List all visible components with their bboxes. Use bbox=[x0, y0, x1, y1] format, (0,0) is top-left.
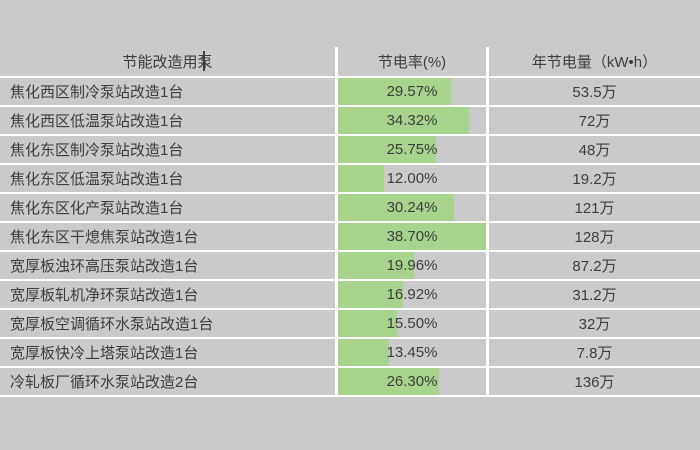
table-row: 焦化西区低温泵站改造1台 34.32% 72万 bbox=[0, 107, 700, 134]
rate-data-bar bbox=[338, 368, 439, 395]
text-cursor bbox=[203, 51, 205, 71]
data-table: 节能改造用泵 节电率(%) 年节电量（kW•h） 焦化西区制冷泵站改造1台 29… bbox=[0, 47, 700, 397]
rate-cell[interactable]: 19.96% bbox=[338, 252, 486, 279]
rate-value: 26.30% bbox=[386, 373, 438, 390]
rate-data-bar bbox=[338, 107, 470, 134]
rate-cell[interactable]: 34.32% bbox=[338, 107, 486, 134]
pump-name-cell[interactable]: 焦化西区制冷泵站改造1台 bbox=[0, 78, 335, 105]
rate-value: 15.50% bbox=[386, 315, 438, 332]
rate-value: 29.57% bbox=[386, 83, 438, 100]
table-row: 焦化东区干熄焦泵站改造1台 38.70% 128万 bbox=[0, 223, 700, 250]
pump-name-cell[interactable]: 焦化东区化产泵站改造1台 bbox=[0, 194, 335, 221]
table-row: 焦化东区制冷泵站改造1台 25.75% 48万 bbox=[0, 136, 700, 163]
column-header-pump[interactable]: 节能改造用泵 bbox=[0, 47, 335, 76]
rate-cell[interactable]: 38.70% bbox=[338, 223, 486, 250]
annual-cell[interactable]: 121万 bbox=[489, 194, 700, 221]
pump-name-cell[interactable]: 宽厚板浊环高压泵站改造1台 bbox=[0, 252, 335, 279]
annual-cell[interactable]: 7.8万 bbox=[489, 339, 700, 366]
rate-data-bar bbox=[338, 165, 384, 192]
annual-cell[interactable]: 19.2万 bbox=[489, 165, 700, 192]
table-row: 宽厚板轧机净环泵站改造1台 16.92% 31.2万 bbox=[0, 281, 700, 308]
rate-cell[interactable]: 26.30% bbox=[338, 368, 486, 395]
table-row: 冷轧板厂循环水泵站改造2台 26.30% 136万 bbox=[0, 368, 700, 395]
pump-name-cell[interactable]: 焦化东区低温泵站改造1台 bbox=[0, 165, 335, 192]
table-row: 焦化西区制冷泵站改造1台 29.57% 53.5万 bbox=[0, 78, 700, 105]
rate-data-bar bbox=[338, 252, 415, 279]
table-row: 焦化东区化产泵站改造1台 30.24% 121万 bbox=[0, 194, 700, 221]
rate-data-bar bbox=[338, 281, 403, 308]
rate-cell[interactable]: 29.57% bbox=[338, 78, 486, 105]
rate-data-bar bbox=[338, 223, 486, 250]
pump-name-cell[interactable]: 宽厚板轧机净环泵站改造1台 bbox=[0, 281, 335, 308]
pump-name-cell[interactable]: 焦化西区低温泵站改造1台 bbox=[0, 107, 335, 134]
rate-value: 19.96% bbox=[386, 257, 438, 274]
table-header-row: 节能改造用泵 节电率(%) 年节电量（kW•h） bbox=[0, 47, 700, 76]
annual-cell[interactable]: 53.5万 bbox=[489, 78, 700, 105]
rate-value: 25.75% bbox=[386, 141, 438, 158]
pump-name-cell[interactable]: 宽厚板快冷上塔泵站改造1台 bbox=[0, 339, 335, 366]
annual-cell[interactable]: 87.2万 bbox=[489, 252, 700, 279]
annual-cell[interactable]: 32万 bbox=[489, 310, 700, 337]
rate-data-bar bbox=[338, 136, 437, 163]
rate-cell[interactable]: 30.24% bbox=[338, 194, 486, 221]
annual-cell[interactable]: 48万 bbox=[489, 136, 700, 163]
rate-cell[interactable]: 12.00% bbox=[338, 165, 486, 192]
table-row: 宽厚板空调循环水泵站改造1台 15.50% 32万 bbox=[0, 310, 700, 337]
table-row: 宽厚板浊环高压泵站改造1台 19.96% 87.2万 bbox=[0, 252, 700, 279]
annual-cell[interactable]: 31.2万 bbox=[489, 281, 700, 308]
annual-cell[interactable]: 136万 bbox=[489, 368, 700, 395]
rate-data-bar bbox=[338, 78, 452, 105]
rate-cell[interactable]: 25.75% bbox=[338, 136, 486, 163]
rate-data-bar bbox=[338, 339, 390, 366]
column-header-annual[interactable]: 年节电量（kW•h） bbox=[489, 47, 700, 76]
column-header-rate[interactable]: 节电率(%) bbox=[338, 47, 486, 76]
pump-name-cell[interactable]: 宽厚板空调循环水泵站改造1台 bbox=[0, 310, 335, 337]
rate-data-bar bbox=[338, 310, 398, 337]
rate-value: 38.70% bbox=[386, 228, 438, 245]
rate-value: 13.45% bbox=[386, 344, 438, 361]
pump-name-cell[interactable]: 焦化东区干熄焦泵站改造1台 bbox=[0, 223, 335, 250]
rate-cell[interactable]: 13.45% bbox=[338, 339, 486, 366]
table-row: 宽厚板快冷上塔泵站改造1台 13.45% 7.8万 bbox=[0, 339, 700, 366]
rate-data-bar bbox=[338, 194, 454, 221]
annual-cell[interactable]: 128万 bbox=[489, 223, 700, 250]
rate-value: 30.24% bbox=[386, 199, 438, 216]
annual-cell[interactable]: 72万 bbox=[489, 107, 700, 134]
rate-cell[interactable]: 16.92% bbox=[338, 281, 486, 308]
rate-value: 34.32% bbox=[386, 112, 438, 129]
pump-name-cell[interactable]: 冷轧板厂循环水泵站改造2台 bbox=[0, 368, 335, 395]
rate-value: 12.00% bbox=[386, 170, 438, 187]
table-row: 焦化东区低温泵站改造1台 12.00% 19.2万 bbox=[0, 165, 700, 192]
rate-value: 16.92% bbox=[386, 286, 438, 303]
rate-cell[interactable]: 15.50% bbox=[338, 310, 486, 337]
pump-name-cell[interactable]: 焦化东区制冷泵站改造1台 bbox=[0, 136, 335, 163]
